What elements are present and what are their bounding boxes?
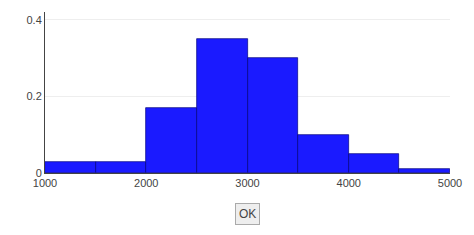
svg-text:2000: 2000 xyxy=(134,177,158,189)
svg-text:4000: 4000 xyxy=(337,177,361,189)
svg-text:5000: 5000 xyxy=(438,177,462,189)
svg-text:1000: 1000 xyxy=(33,177,57,189)
svg-text:3000: 3000 xyxy=(235,177,259,189)
svg-text:0.2: 0.2 xyxy=(27,90,42,102)
svg-text:OK: OK xyxy=(239,207,256,221)
svg-text:0: 0 xyxy=(36,167,42,179)
svg-text:0.4: 0.4 xyxy=(27,14,42,26)
